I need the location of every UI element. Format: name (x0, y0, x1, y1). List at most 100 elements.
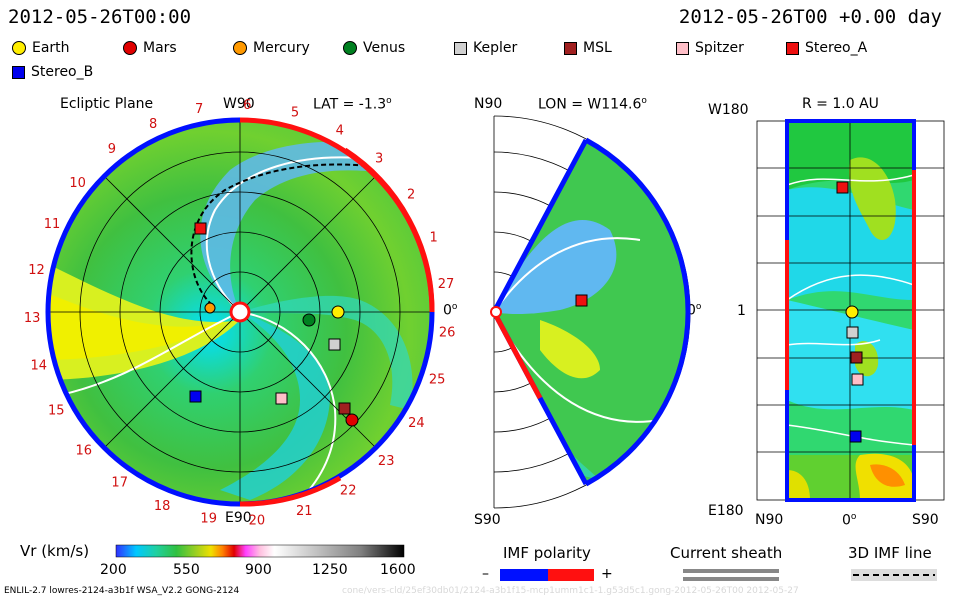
legend-label: Mars (143, 40, 177, 56)
legend-label: Stereo_B (31, 64, 94, 80)
venus-marker (302, 313, 316, 327)
right-title: 2012-05-26T00 +0.00 day (678, 6, 942, 28)
hour-tick-label: 10 (69, 176, 86, 191)
spitzer-marker-icon (676, 41, 689, 55)
legend-kepler: Kepler (454, 40, 517, 56)
colorbar-tick-200: 200 (100, 562, 127, 578)
spiral-arm-east (240, 295, 413, 410)
hour-tick-label: 17 (111, 476, 128, 491)
meridional-panel (490, 115, 691, 509)
e90-label: E90 (225, 510, 252, 526)
legend-stereo-a: Stereo_A (786, 40, 867, 56)
stereo-b-marker-3 (849, 430, 862, 443)
legend-label: Mercury (253, 40, 310, 56)
hour-tick-label: 19 (200, 512, 217, 527)
stereo-b-marker (189, 390, 202, 403)
hour-tick-label: 12 (28, 263, 45, 278)
hour-tick-label: 21 (296, 504, 313, 519)
colorbar-label: Vr (km/s) (20, 542, 90, 560)
hour-tick-label: 4 (336, 124, 344, 139)
hour-tick-label: 8 (149, 117, 157, 132)
legend-earth: Earth (12, 40, 70, 56)
legend-label: Kepler (473, 40, 518, 56)
msl-marker-3 (850, 351, 863, 364)
hour-tick-label: 15 (48, 404, 65, 419)
slow-wind-core (48, 290, 225, 360)
legend-label: Spitzer (695, 40, 744, 56)
sun-icon (229, 301, 251, 323)
spitzer-marker (275, 392, 288, 405)
panel2-zero-label: 0o (687, 302, 702, 319)
imf-minus: – (482, 566, 489, 582)
colorbar-tick-550: 550 (173, 562, 200, 578)
n90-bottom-label: N90 (755, 512, 784, 528)
hour-tick-label: 1 (430, 230, 438, 245)
wedge-outer-arc (584, 137, 691, 487)
kepler-marker (328, 338, 341, 351)
mid-1-label: 1 (737, 303, 746, 319)
s90-label: S90 (474, 512, 501, 528)
w180-label: W180 (708, 102, 749, 118)
stereo-a-marker (194, 222, 207, 235)
legend-venus: Venus (343, 40, 405, 56)
hour-tick-label: 14 (31, 359, 48, 374)
imf-plus: + (601, 566, 613, 582)
hour-tick-label: 6 (243, 98, 251, 113)
hour-tick-label: 5 (291, 105, 299, 120)
legend-label: Venus (363, 40, 406, 56)
hour-tick-label: 27 (438, 277, 455, 292)
hour-tick-label: 16 (76, 443, 93, 458)
r1au-panel (756, 119, 945, 502)
imf-pos-swatch (548, 569, 594, 581)
stereo-a-marker-3 (836, 181, 849, 194)
w90-label: W90 (223, 96, 255, 112)
hour-tick-label: 23 (378, 454, 395, 469)
stereo-a-marker-2 (575, 294, 588, 307)
colorbar-tick-1250: 1250 (312, 562, 348, 578)
hour-tick-label: 11 (44, 217, 61, 232)
msl-marker (338, 402, 351, 415)
current-sheath-swatch (683, 569, 779, 573)
stereo-a-marker-icon (786, 41, 799, 55)
imf-neg-swatch (500, 569, 548, 581)
kepler-marker-icon (454, 41, 467, 55)
current-sheath-title: Current sheath (670, 544, 783, 562)
e180-label: E180 (708, 503, 744, 519)
hour-tick-label: 20 (249, 513, 266, 528)
footer-model-info: ENLIL-2.7 lowres-2124-a3b1f WSA_V2.2 GON… (4, 586, 240, 596)
legend-spitzer: Spitzer (676, 40, 744, 56)
mercury-marker (204, 302, 216, 314)
legend-msl: MSL (564, 40, 612, 56)
earth-marker (331, 305, 345, 319)
legend-label: Earth (32, 40, 70, 56)
hour-tick-label: 22 (340, 484, 357, 499)
imf-line-3d (190, 163, 386, 306)
hour-tick-label: 7 (195, 102, 203, 117)
msl-marker-icon (564, 41, 577, 55)
hour-tick-label: 25 (429, 373, 446, 388)
mercury-marker-icon (233, 41, 247, 55)
velocity-colorbar (115, 544, 405, 558)
hour-tick-label: 24 (408, 416, 425, 431)
imf-polarity-title: IMF polarity (503, 544, 591, 562)
earth-marker-3 (845, 305, 859, 319)
hour-tick-label: 9 (108, 142, 116, 157)
sun-icon-2 (490, 306, 502, 318)
panel1-zero-label: 0o (443, 302, 458, 319)
spiral-arm-south (220, 312, 330, 500)
lon-label: LON = W114.6o (538, 96, 647, 113)
hour-tick-label: 26 (439, 325, 456, 340)
r-label: R = 1.0 AU (802, 96, 879, 112)
n90-label: N90 (474, 96, 503, 112)
wedge-cyan-region (494, 219, 617, 315)
spiral-arm-north (200, 141, 400, 312)
legend-mars: Mars (123, 40, 177, 56)
left-title: 2012-05-26T00:00 (8, 6, 192, 28)
footer-run-info: cone/vers-cld/25ef30db01/2124-a3b1f15-mc… (342, 586, 799, 596)
legend-stereo-b: Stereo_B (12, 64, 93, 80)
ecliptic-plane-title: Ecliptic Plane (60, 96, 154, 112)
ecliptic-plane-panel (45, 117, 435, 507)
current-sheath-line (205, 156, 381, 313)
mars-marker (345, 413, 359, 427)
